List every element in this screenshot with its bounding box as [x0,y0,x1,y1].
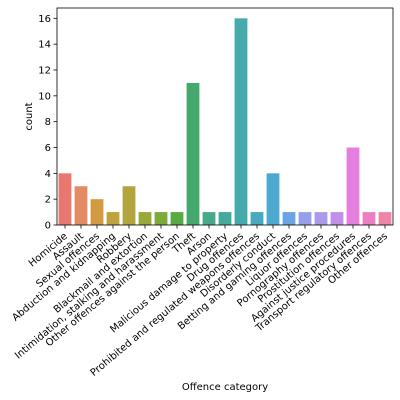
bar-9 [202,212,216,225]
bars-group [58,18,392,225]
bar-7 [170,212,184,225]
bar-5 [138,212,152,225]
plot-frame [56,7,394,226]
bar-4 [122,186,136,225]
bar-8 [186,82,200,225]
y-tick-label-2: 4 [45,169,51,180]
bar-15 [298,212,312,225]
bar-19 [362,212,376,225]
y-tick-label-1: 2 [45,195,51,206]
y-tick-label-4: 8 [45,117,51,128]
bar-12 [250,212,264,225]
bar-14 [282,212,296,225]
x-axis-label: Offence category [182,382,268,393]
y-tick-label-6: 12 [38,66,51,77]
y-tick-label-8: 16 [38,14,51,25]
bar-1 [74,186,88,225]
bar-10 [218,212,232,225]
y-axis-label: count [24,102,35,130]
y-tick-label-7: 14 [38,40,51,51]
bar-20 [378,212,392,225]
bar-0 [58,173,72,225]
bar-13 [266,173,280,225]
bar-3 [106,212,120,225]
bar-2 [90,199,104,225]
y-axis-ticks: 0 2 4 6 8 10 12 14 16 [38,14,57,232]
bar-16 [314,212,328,225]
y-tick-label-5: 10 [38,91,51,102]
bar-17 [330,212,344,225]
bar-18 [346,147,360,225]
bar-11 [234,18,248,225]
bar-6 [154,212,168,225]
y-tick-label-0: 0 [45,221,51,232]
y-tick-label-3: 6 [45,143,51,154]
